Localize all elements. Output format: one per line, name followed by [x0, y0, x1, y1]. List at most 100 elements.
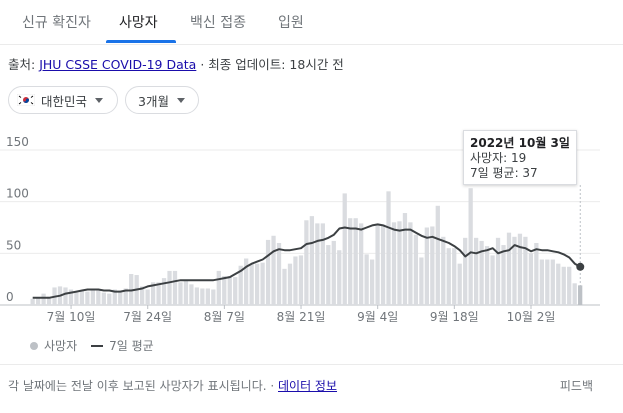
data-info-link[interactable]: 데이터 정보 — [278, 379, 338, 393]
bar — [101, 292, 106, 305]
bar — [238, 265, 243, 305]
bar — [523, 236, 528, 305]
bar — [452, 248, 457, 305]
y-tick-label: 0 — [6, 290, 14, 304]
bar — [112, 289, 117, 305]
bar — [567, 266, 572, 305]
divider — [0, 364, 623, 365]
bar — [183, 280, 189, 305]
bar — [517, 233, 523, 305]
bar — [386, 191, 391, 305]
tab-vaccinations[interactable]: 백신 접종 — [190, 15, 246, 31]
bar — [402, 213, 408, 305]
bar — [150, 282, 156, 305]
chevron-down-icon — [95, 97, 104, 103]
chart-tooltip: 2022년 10월 3일 사망자: 19 7일 평균: 37 — [463, 130, 577, 185]
bar — [369, 259, 375, 305]
last-updated: · 최종 업데이트: 18시간 전 — [200, 57, 344, 72]
bar — [468, 188, 473, 305]
bar — [337, 250, 342, 305]
bar — [276, 243, 282, 305]
bar — [216, 270, 221, 305]
bar — [419, 257, 424, 305]
active-tab-indicator — [106, 40, 176, 43]
y-tick-label: 50 — [6, 238, 21, 252]
bar — [41, 293, 46, 305]
bar — [359, 223, 364, 305]
bar — [348, 218, 353, 305]
bar — [123, 288, 128, 305]
source-link[interactable]: JHU CSSE COVID-19 Data — [39, 57, 197, 72]
bar — [435, 205, 440, 305]
tab-deaths[interactable]: 사망자 — [119, 15, 158, 31]
x-tick-label: 7월 10일 — [47, 310, 96, 324]
bar — [140, 286, 145, 305]
bar — [74, 292, 79, 305]
tab-bar: 신규 확진자 사망자 백신 접종 입원 — [0, 0, 623, 45]
bar — [413, 234, 419, 305]
feedback-link[interactable]: 피드백 — [559, 379, 593, 393]
bar — [271, 235, 276, 305]
bar — [578, 285, 583, 305]
bar — [473, 237, 479, 305]
bar — [205, 288, 210, 305]
bar — [484, 246, 490, 305]
bar — [320, 223, 325, 305]
bar — [315, 223, 320, 305]
x-tick-label: 9월 4일 — [357, 310, 398, 324]
bar — [424, 227, 429, 305]
tab-hospitalizations[interactable]: 입원 — [278, 15, 304, 31]
country-dropdown[interactable]: 대한민국 — [8, 86, 118, 114]
bar — [189, 284, 194, 305]
bar — [118, 290, 123, 305]
bar — [68, 289, 74, 305]
bar — [167, 270, 172, 305]
deaths-legend-swatch — [30, 341, 38, 350]
y-tick-label: 100 — [6, 187, 29, 201]
bar — [353, 218, 358, 305]
bar — [556, 263, 561, 305]
bar — [408, 222, 413, 305]
bar — [178, 282, 183, 305]
deaths-legend-label: 사망자 — [44, 339, 78, 353]
bar — [380, 224, 386, 305]
bar — [479, 240, 484, 305]
bar — [512, 236, 517, 305]
footnote: 각 날짜에는 전날 이후 보고된 사망자가 표시됩니다. · 데이터 정보 — [8, 377, 337, 394]
bar — [254, 263, 260, 305]
bar — [194, 287, 200, 305]
bar — [342, 193, 347, 305]
bar — [495, 237, 501, 305]
chevron-down-icon — [176, 97, 185, 103]
south-korea-flag-icon — [17, 94, 35, 106]
bar — [501, 245, 506, 305]
x-tick-label: 10월 2일 — [507, 310, 556, 324]
tooltip-average: 7일 평균: 37 — [470, 166, 538, 180]
bar — [244, 258, 249, 305]
bar — [35, 297, 41, 305]
bar — [545, 259, 550, 305]
period-dropdown[interactable]: 3개월 — [125, 86, 199, 114]
bar — [287, 263, 293, 305]
bar — [249, 263, 254, 305]
source-line: 출처: JHU CSSE COVID-19 Data · 최종 업데이트: 18… — [8, 54, 344, 73]
bar — [391, 222, 397, 305]
bar — [265, 239, 271, 305]
bar — [375, 225, 380, 305]
bar — [145, 289, 150, 305]
bar — [528, 253, 534, 305]
y-tick-label: 150 — [6, 135, 29, 149]
bar — [172, 270, 178, 305]
bar — [200, 288, 205, 305]
bar — [30, 298, 35, 305]
bar — [227, 276, 232, 305]
chart-legend: 사망자 7일 평균 — [30, 337, 154, 354]
bar — [441, 236, 446, 305]
tooltip-date: 2022년 10월 3일 — [470, 136, 570, 150]
tab-new-cases[interactable]: 신규 확진자 — [22, 15, 91, 31]
bar — [79, 290, 85, 305]
bar — [550, 259, 555, 305]
bar — [85, 291, 90, 305]
x-tick-label: 9월 18일 — [430, 310, 479, 324]
bar — [222, 276, 227, 305]
